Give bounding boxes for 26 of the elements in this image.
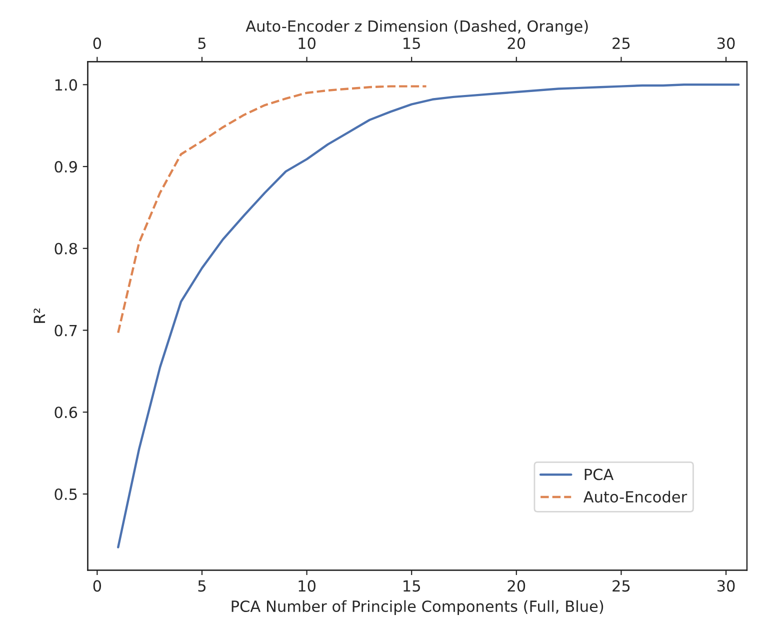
x2-tick-label: 5 <box>198 38 206 50</box>
x-tick-label: 0 <box>93 580 102 592</box>
y-tick-label: 0.5 <box>54 488 77 500</box>
x2-axis-title: Auto-Encoder z Dimension (Dashed, Orange) <box>246 20 588 35</box>
x-tick-label: 10 <box>298 580 316 592</box>
legend-label: PCA <box>584 468 614 480</box>
x-tick-label: 5 <box>198 580 206 592</box>
legend-label: Auto-Encoder <box>583 490 688 503</box>
x2-tick-label: 0 <box>93 38 102 50</box>
line-series <box>117 84 740 548</box>
x2-tick-label: 20 <box>508 38 526 50</box>
y-tick-label: 0.9 <box>54 161 77 173</box>
x-axis-title: PCA Number of Principle Components (Full, Blue) <box>232 600 604 615</box>
x-tick-label: 20 <box>508 580 526 592</box>
x-tick-label: 25 <box>612 580 630 592</box>
x2-tick-label: 15 <box>404 38 420 50</box>
x-tick-label: 30 <box>717 580 735 592</box>
x-tick-label: 15 <box>404 580 420 592</box>
y-axis-title: R² <box>34 308 45 323</box>
x2-tick-label: 10 <box>298 38 316 50</box>
y-tick-label: 0.6 <box>54 406 78 418</box>
y-tick-label: 0.7 <box>54 324 77 336</box>
x2-tick-label: 30 <box>717 38 735 50</box>
x2-tick-label: 25 <box>612 38 630 50</box>
y-tick-label: 1.0 <box>55 79 78 91</box>
y-tick-label: 0.8 <box>54 242 77 254</box>
